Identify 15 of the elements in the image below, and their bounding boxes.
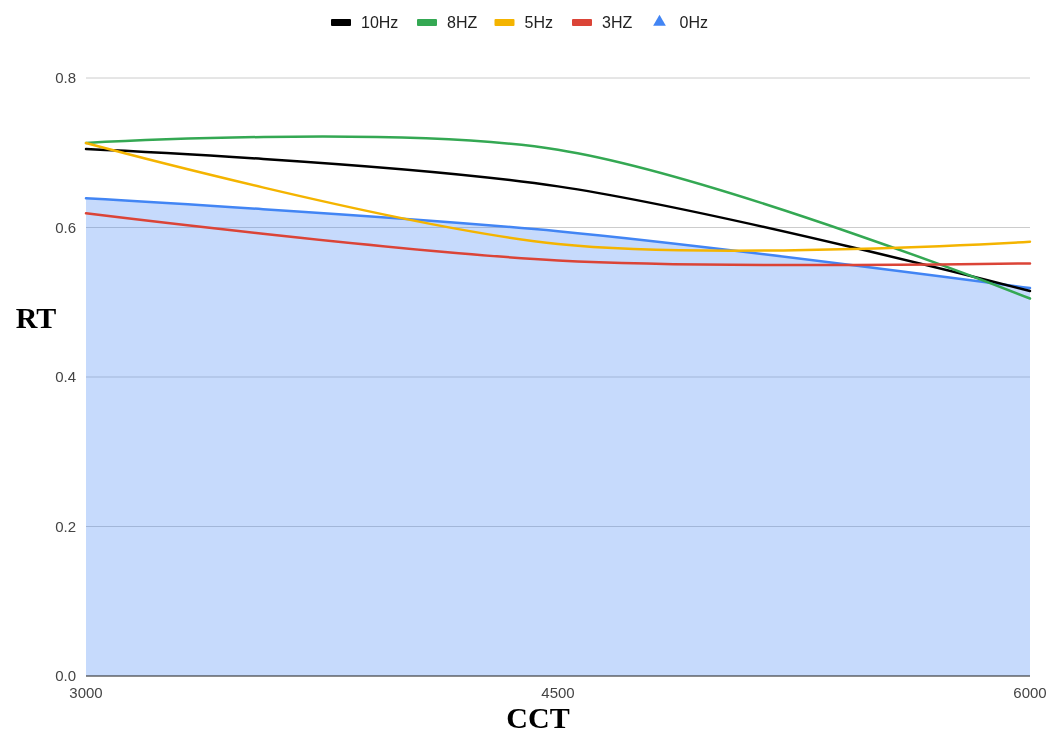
x-axis-title: CCT [506,701,570,734]
y-tick-label: 0.8 [55,69,76,87]
x-tick-label: 3000 [69,684,103,701]
x-tick-label: 4500 [541,684,575,701]
x-tick-label: 6000 [1013,684,1047,701]
y-tick-label: 0.6 [55,218,76,236]
y-axis-title: RT [15,300,57,334]
legend-label: 10Hz [361,13,399,31]
legend-label: 3HZ [602,13,633,31]
legend-label: 0Hz [679,13,708,31]
y-tick-label: 0.0 [55,667,76,685]
legend-label: 5Hz [524,13,553,31]
y-tick-label: 0.4 [55,368,76,386]
y-tick-label: 0.2 [55,517,76,535]
legend-label: 8HZ [447,13,478,31]
